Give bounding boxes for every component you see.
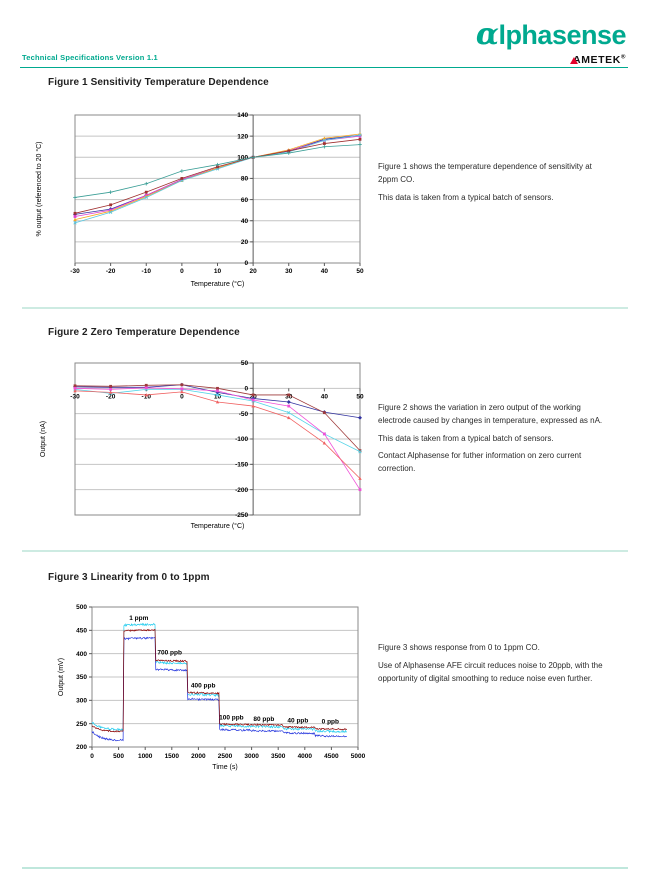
- svg-text:60: 60: [241, 197, 249, 204]
- header-rule: [20, 67, 628, 68]
- note-paragraph: Use of Alphasense AFE circuit reduces no…: [378, 660, 603, 683]
- figure1-notes: Figure 1 shows the temperature dependenc…: [378, 161, 610, 209]
- svg-text:80 ppb: 80 ppb: [253, 716, 274, 723]
- svg-text:250: 250: [76, 721, 87, 728]
- figure2-chart: 500-50-100-150-200-250-30-20-10010203040…: [40, 360, 364, 530]
- note-paragraph: Figure 1 shows the temperature dependenc…: [378, 162, 592, 184]
- svg-text:4000: 4000: [298, 753, 313, 760]
- note-paragraph: Figure 2 shows the variation in zero out…: [378, 403, 603, 425]
- figure2-notes: Figure 2 shows the variation in zero out…: [378, 402, 610, 481]
- svg-text:50: 50: [356, 393, 364, 400]
- svg-text:4500: 4500: [324, 753, 339, 760]
- svg-text:1000: 1000: [138, 753, 153, 760]
- svg-text:120: 120: [237, 133, 248, 140]
- svg-text:50: 50: [241, 360, 249, 367]
- registered-mark: ®: [620, 54, 626, 61]
- svg-text:10: 10: [214, 268, 222, 275]
- footer-rule: [22, 867, 628, 869]
- svg-text:80: 80: [241, 176, 249, 183]
- svg-text:40: 40: [321, 268, 329, 275]
- brand-block: αlphasense AMETEK®: [475, 17, 627, 68]
- svg-text:400 ppb: 400 ppb: [191, 682, 216, 689]
- svg-text:10: 10: [214, 393, 222, 400]
- svg-text:1 ppm: 1 ppm: [129, 615, 148, 622]
- svg-text:0: 0: [180, 268, 184, 275]
- svg-text:40: 40: [321, 393, 329, 400]
- svg-text:Temperature (°C): Temperature (°C): [191, 522, 245, 530]
- ametek-logo: AMETEK®: [570, 54, 626, 66]
- svg-text:Time (s): Time (s): [212, 764, 237, 771]
- figure1-title: Figure 1 Sensitivity Temperature Depende…: [48, 77, 269, 88]
- svg-text:350: 350: [76, 674, 87, 681]
- note-paragraph: Figure 3 shows response from 0 to 1ppm C…: [378, 643, 540, 652]
- svg-text:1500: 1500: [165, 753, 180, 760]
- svg-text:-50: -50: [239, 411, 249, 418]
- svg-text:Output (nA): Output (nA): [40, 421, 47, 457]
- note-paragraph: Contact Alphasense for futher informatio…: [378, 451, 582, 474]
- svg-text:-100: -100: [235, 436, 248, 443]
- svg-text:-10: -10: [142, 393, 152, 400]
- svg-text:Output (mV): Output (mV): [58, 658, 65, 696]
- svg-text:100 ppb: 100 ppb: [219, 714, 244, 721]
- svg-text:500: 500: [76, 604, 87, 611]
- svg-text:40: 40: [241, 218, 249, 225]
- figure2-title: Figure 2 Zero Temperature Dependence: [48, 327, 240, 338]
- svg-text:-10: -10: [142, 268, 152, 275]
- svg-text:400: 400: [76, 651, 87, 658]
- logo-text: lphasense: [498, 20, 626, 50]
- svg-text:30: 30: [285, 268, 293, 275]
- figure3-title: Figure 3 Linearity from 0 to 1ppm: [48, 572, 210, 583]
- svg-text:Temperature (°C): Temperature (°C): [191, 280, 245, 288]
- svg-text:% output (referenced to 20 °C: % output (referenced to 20 °C): [35, 141, 43, 236]
- alphasense-logo: αlphasense: [475, 17, 627, 52]
- svg-text:-150: -150: [235, 462, 248, 469]
- svg-text:-20: -20: [106, 393, 116, 400]
- svg-text:0: 0: [245, 260, 249, 267]
- ametek-text: AMETEK: [573, 54, 621, 66]
- svg-text:30: 30: [285, 393, 293, 400]
- alpha-glyph: α: [475, 17, 499, 52]
- note-paragraph: This data is taken from a typical batch …: [378, 433, 554, 443]
- figure3-notes: Figure 3 shows response from 0 to 1ppm C…: [378, 642, 610, 690]
- svg-text:700 ppb: 700 ppb: [157, 650, 182, 657]
- svg-text:0 ppb: 0 ppb: [322, 719, 339, 726]
- svg-text:100: 100: [237, 154, 248, 161]
- svg-text:50: 50: [356, 268, 364, 275]
- svg-text:200: 200: [76, 744, 87, 751]
- svg-text:2500: 2500: [218, 753, 233, 760]
- doc-version-label: Technical Specifications Version 1.1: [22, 53, 158, 62]
- svg-text:140: 140: [237, 112, 248, 119]
- svg-text:40 ppb: 40 ppb: [287, 718, 308, 725]
- svg-text:0: 0: [245, 386, 249, 393]
- svg-text:2000: 2000: [191, 753, 206, 760]
- svg-text:-20: -20: [106, 268, 116, 275]
- ametek-red-triangle-icon: [570, 57, 579, 64]
- svg-text:450: 450: [76, 628, 87, 635]
- svg-text:500: 500: [113, 753, 124, 760]
- svg-text:3000: 3000: [244, 753, 259, 760]
- svg-text:3500: 3500: [271, 753, 286, 760]
- section-separator: [22, 307, 628, 309]
- svg-text:20: 20: [241, 239, 249, 246]
- svg-text:5000: 5000: [351, 753, 366, 760]
- svg-text:-250: -250: [235, 512, 248, 519]
- section-separator: [22, 550, 628, 552]
- note-paragraph: This data is taken from a typical batch …: [378, 192, 554, 202]
- svg-text:-200: -200: [235, 487, 248, 494]
- svg-text:0: 0: [90, 753, 94, 760]
- svg-text:-30: -30: [70, 393, 80, 400]
- svg-text:300: 300: [76, 698, 87, 705]
- svg-text:20: 20: [250, 268, 258, 275]
- svg-text:0: 0: [180, 393, 184, 400]
- svg-text:-30: -30: [70, 268, 80, 275]
